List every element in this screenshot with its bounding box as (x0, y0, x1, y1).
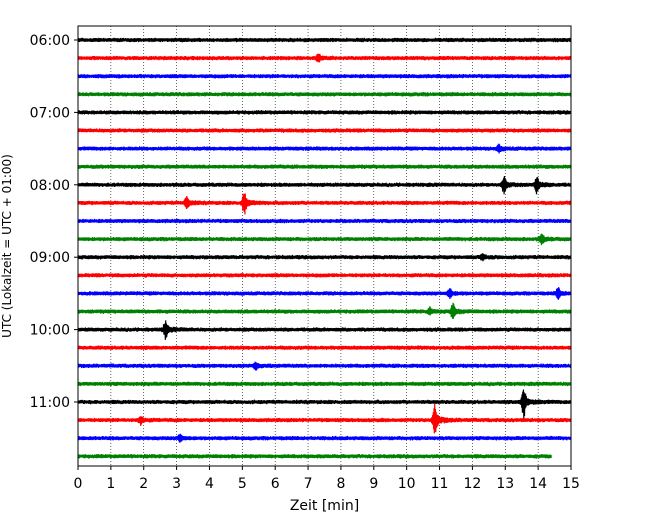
y-axis-label: UTC (Lokalzeit = UTC + 01:00) (0, 154, 14, 338)
trace-0730 (77, 143, 572, 154)
traces (77, 37, 572, 459)
trace-0715 (77, 128, 572, 133)
trace-1000 (77, 320, 572, 340)
x-tick-label: 5 (238, 476, 247, 492)
trace-0815 (77, 193, 572, 215)
x-tick-label: 4 (205, 476, 214, 492)
x-tick-label: 14 (529, 476, 547, 492)
x-tick-label: 15 (562, 476, 580, 492)
trace-1100 (77, 389, 572, 419)
x-tick-label: 7 (304, 476, 313, 492)
x-tick-label: 0 (74, 476, 83, 492)
trace-0900 (77, 253, 572, 262)
x-axis-label: Zeit [min] (290, 498, 359, 514)
trace-1145 (77, 453, 552, 459)
x-tick-label: 9 (369, 476, 378, 492)
y-tick-label: 09:00 (30, 250, 70, 266)
trace-0945 (77, 302, 572, 319)
trace-1115 (77, 403, 572, 434)
x-tick-label: 6 (271, 476, 280, 492)
trace-1130 (77, 433, 572, 443)
x-tick-label: 3 (172, 476, 181, 492)
trace-1045 (77, 381, 572, 387)
trace-0915 (77, 273, 572, 278)
trace-0830 (77, 218, 572, 224)
y-axis: 06:00 07:00 08:00 09:00 10:00 11:00 (30, 33, 78, 411)
trace-0845 (77, 233, 572, 246)
x-tick-label: 13 (496, 476, 514, 492)
trace-1015 (77, 345, 572, 351)
trace-0700 (77, 110, 572, 115)
trace-0630 (77, 73, 572, 79)
y-tick-label: 06:00 (30, 33, 70, 49)
y-tick-label: 10:00 (30, 323, 70, 339)
x-tick-label: 10 (398, 476, 416, 492)
x-axis: 0 1 2 3 4 5 6 7 8 9 10 11 12 13 14 15 (74, 466, 580, 492)
trace-0745 (77, 164, 572, 170)
y-tick-label: 08:00 (30, 178, 70, 194)
y-tick-label: 11:00 (30, 395, 70, 411)
trace-0600 (77, 37, 572, 43)
trace-1030 (77, 361, 572, 371)
x-tick-label: 11 (431, 476, 449, 492)
trace-0800 (77, 176, 572, 195)
y-tick-label: 07:00 (30, 105, 70, 121)
plot-frame (77, 25, 572, 467)
trace-0930 (77, 287, 572, 300)
x-tick-label: 1 (106, 476, 115, 492)
trace-0645 (77, 91, 572, 97)
grid-lines (77, 26, 572, 466)
x-tick-label: 12 (463, 476, 481, 492)
trace-0615 (77, 53, 572, 63)
x-tick-label: 8 (336, 476, 345, 492)
x-tick-label: 2 (139, 476, 148, 492)
